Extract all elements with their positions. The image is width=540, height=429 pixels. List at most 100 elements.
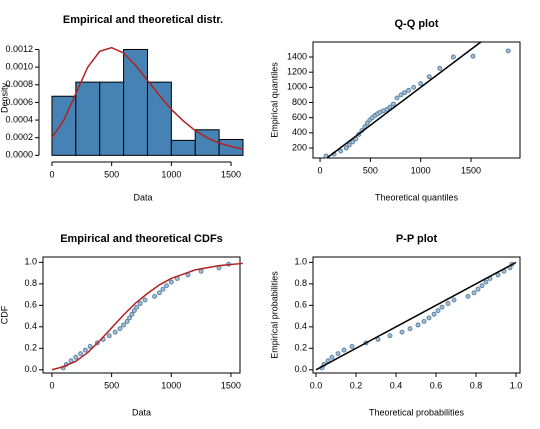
y-tick-label: 0.2 — [24, 343, 37, 353]
point — [73, 354, 79, 360]
point — [152, 293, 158, 299]
point — [415, 322, 421, 328]
point — [399, 329, 405, 335]
y-tick-label: 0.0010 — [5, 61, 33, 71]
x-tick-label: 1000 — [411, 165, 431, 175]
point — [451, 297, 457, 303]
y-tick-label: 0.8 — [294, 278, 307, 288]
x-tick-label: 0.8 — [470, 380, 483, 390]
point — [129, 311, 135, 317]
x-axis-label: Theoretical quantiles — [375, 192, 459, 202]
point — [437, 65, 443, 71]
curve — [51, 262, 243, 371]
point — [406, 87, 412, 93]
plot-box — [312, 41, 521, 159]
point — [341, 347, 347, 353]
y-tick-label: 0.0000 — [5, 150, 33, 160]
point — [375, 336, 381, 342]
y-tick-label: 0.0 — [24, 364, 37, 374]
y-axis-label: Empirical probabilities — [269, 271, 279, 359]
y-tick-label: 0.6 — [294, 300, 307, 310]
y-tick-label: 1.0 — [294, 257, 307, 267]
y-tick-label: 200 — [292, 142, 307, 152]
point — [124, 318, 130, 324]
point — [106, 333, 112, 339]
y-axis-label: Empirical quantiles — [269, 62, 279, 138]
point — [479, 283, 485, 289]
point — [346, 142, 352, 148]
x-axis-label: Theoretical probabilities — [369, 407, 465, 417]
y-tick-label: 0.6 — [24, 300, 37, 310]
x-tick-label: 1500 — [221, 169, 241, 179]
y-tick-label: 1.0 — [24, 257, 37, 267]
x-axis-label: Data — [132, 407, 151, 417]
y-tick-label: 0.0 — [294, 364, 307, 374]
point — [87, 344, 93, 349]
point — [117, 326, 123, 332]
y-tick-label: 0.4 — [294, 321, 307, 331]
point — [82, 347, 88, 353]
point — [121, 322, 126, 328]
curve — [326, 41, 482, 159]
point — [142, 297, 148, 303]
point — [387, 104, 393, 110]
y-tick-label: 0.0004 — [5, 114, 33, 124]
point — [398, 92, 404, 98]
plot-box — [42, 256, 241, 374]
bar — [146, 81, 172, 156]
point — [470, 53, 476, 59]
point — [445, 301, 451, 306]
point — [131, 308, 137, 314]
point — [495, 272, 501, 278]
point — [329, 354, 335, 360]
point — [471, 290, 477, 296]
x-axis-label: Data — [133, 192, 152, 202]
y-tick-label: 0.0008 — [5, 79, 33, 89]
point — [156, 290, 162, 296]
chart-title: Empirical and theoretical CDFs — [60, 233, 223, 245]
y-tick-label: 400 — [292, 127, 307, 137]
x-tick-label: 1500 — [221, 380, 241, 390]
point — [407, 326, 413, 332]
point — [78, 351, 84, 357]
y-tick-label: 0.4 — [24, 321, 37, 331]
plot-box — [312, 256, 521, 374]
x-tick-label: 0 — [49, 380, 54, 390]
chart-title: Empirical and theoretical distr. — [63, 14, 223, 26]
point — [349, 344, 355, 349]
x-tick-label: 0.6 — [430, 380, 443, 390]
point — [483, 279, 489, 285]
point — [338, 148, 344, 154]
point — [426, 315, 432, 321]
y-tick-label: 0.2 — [294, 343, 307, 353]
point — [335, 351, 341, 357]
point — [137, 301, 143, 306]
x-tick-label: 500 — [104, 380, 119, 390]
y-tick-label: 0.0006 — [5, 97, 33, 107]
y-tick-label: 1000 — [287, 82, 307, 92]
bar — [51, 95, 77, 156]
point — [418, 81, 424, 86]
y-tick-label: 800 — [292, 97, 307, 107]
x-tick-label: 1000 — [161, 380, 181, 390]
x-tick-label: 1500 — [461, 165, 481, 175]
point — [439, 304, 445, 310]
bar — [170, 139, 196, 156]
point — [387, 333, 393, 339]
point — [343, 145, 349, 151]
y-tick-label: 1400 — [287, 51, 307, 61]
chart-title: Q-Q plot — [395, 18, 439, 30]
curve — [315, 261, 517, 371]
bar — [218, 138, 244, 156]
y-axis-label: Density — [0, 82, 9, 113]
point — [391, 101, 396, 107]
curve — [51, 46, 244, 150]
x-tick-label: 1000 — [161, 169, 181, 179]
x-tick-label: 0.2 — [350, 380, 363, 390]
point — [394, 95, 400, 101]
point — [364, 120, 370, 126]
y-tick-label: 0.0012 — [5, 44, 33, 54]
point — [168, 279, 174, 285]
chart-title: P-P plot — [396, 233, 438, 245]
